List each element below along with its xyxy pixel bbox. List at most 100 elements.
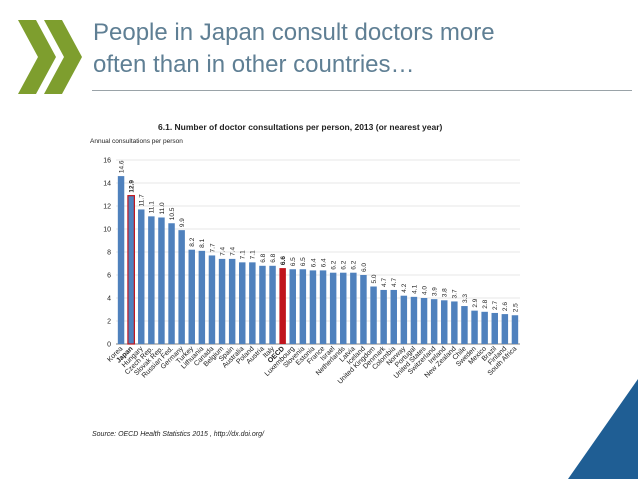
y-axis-label: Annual consultations per person bbox=[90, 138, 183, 145]
y-tick-labels: 0 2 4 6 8 10 12 14 16 bbox=[103, 158, 111, 349]
y-tick-label: 16 bbox=[103, 158, 111, 165]
bar-france bbox=[319, 270, 327, 344]
bar-italy bbox=[269, 265, 276, 344]
bar-new-zealand bbox=[451, 301, 458, 344]
value-label: 11.1 bbox=[149, 201, 156, 214]
value-label: 3.8 bbox=[442, 288, 449, 297]
bar-ireland bbox=[441, 300, 448, 344]
value-label: 7.7 bbox=[209, 243, 216, 252]
bar-australia bbox=[239, 262, 246, 344]
bar-norway bbox=[400, 295, 408, 344]
value-label: 7.1 bbox=[250, 250, 257, 259]
chart-source: Source: OECD Health Statistics 2015 , ht… bbox=[92, 431, 265, 438]
bar-russian-fed bbox=[168, 223, 175, 344]
value-label: 2.9 bbox=[472, 298, 479, 307]
bar-oecd bbox=[279, 268, 286, 344]
bar-latvia bbox=[350, 272, 357, 344]
value-label: 4.2 bbox=[401, 283, 408, 292]
value-label: 6.4 bbox=[310, 258, 317, 267]
value-label: 10.5 bbox=[169, 207, 176, 220]
bar-finland bbox=[501, 314, 509, 344]
value-label: 8.1 bbox=[199, 238, 206, 247]
bar-turkey bbox=[188, 249, 195, 344]
bar-estonia bbox=[309, 270, 317, 344]
value-labels: 14.612.911.711.1 11.0 10.59.98.2 8.17.7 7.4 7… bbox=[118, 160, 519, 312]
y-tick-label: 8 bbox=[107, 250, 111, 257]
bar-germany bbox=[178, 230, 185, 344]
value-label: 7.4 bbox=[219, 246, 226, 255]
value-label: 6.4 bbox=[320, 258, 327, 267]
bars bbox=[117, 176, 519, 345]
value-label: 6.2 bbox=[330, 260, 337, 269]
bar-denmark bbox=[380, 289, 387, 344]
bar-israel bbox=[329, 272, 337, 344]
value-label: 6.8 bbox=[270, 253, 277, 262]
bar-canada bbox=[208, 255, 216, 344]
bar-mexico bbox=[481, 311, 488, 344]
bar-slovenia bbox=[299, 269, 307, 344]
value-label: 14.6 bbox=[118, 160, 125, 173]
bar-brazil bbox=[491, 312, 498, 344]
bar-hungary bbox=[138, 209, 145, 344]
value-label: 6.2 bbox=[351, 260, 358, 269]
y-tick-label: 14 bbox=[103, 181, 111, 188]
oecd-chevrons-icon bbox=[18, 20, 82, 94]
slide-title: People in Japan consult doctors more oft… bbox=[93, 17, 613, 81]
value-label: 3.9 bbox=[431, 287, 438, 296]
value-label: 6.6 bbox=[280, 256, 287, 265]
bar-luxembourg bbox=[289, 269, 296, 344]
bar-slovak-rep bbox=[158, 217, 165, 344]
y-tick-label: 2 bbox=[107, 319, 111, 326]
value-label: 4.1 bbox=[411, 284, 418, 293]
bar-korea bbox=[117, 176, 125, 344]
bar-iceland bbox=[360, 275, 367, 344]
gridlines bbox=[116, 159, 520, 345]
slide-title-line1: People in Japan consult doctors more bbox=[93, 19, 495, 46]
title-divider bbox=[92, 90, 632, 91]
value-label: 6.5 bbox=[300, 257, 307, 266]
value-label: 9.9 bbox=[179, 218, 186, 227]
value-label: 7.1 bbox=[240, 250, 247, 259]
value-label: 6.2 bbox=[341, 260, 348, 269]
doctor-consultations-chart: 6.1. Number of doctor consultations per … bbox=[90, 122, 520, 438]
value-label: 12.9 bbox=[128, 180, 135, 193]
bar-united-kingdom bbox=[370, 286, 377, 344]
value-label: 5.0 bbox=[371, 274, 378, 283]
bar-south-africa bbox=[511, 315, 519, 344]
bar-switzerland bbox=[430, 299, 438, 344]
value-label: 2.7 bbox=[492, 301, 499, 310]
y-tick-label: 4 bbox=[107, 296, 111, 303]
chart-title: 6.1. Number of doctor consultations per … bbox=[158, 122, 443, 132]
bar-portugal bbox=[410, 296, 418, 344]
value-label: 11.7 bbox=[139, 194, 146, 207]
value-label: 3.7 bbox=[452, 289, 459, 298]
value-label: 8.2 bbox=[189, 237, 196, 246]
value-label: 6.8 bbox=[260, 253, 267, 262]
y-tick-label: 0 bbox=[107, 342, 111, 349]
y-tick-label: 6 bbox=[107, 273, 111, 280]
value-label: 2.8 bbox=[482, 299, 489, 308]
value-label: 6.5 bbox=[290, 257, 297, 266]
y-tick-label: 12 bbox=[103, 204, 111, 211]
bar-czech-rep bbox=[148, 216, 155, 344]
value-label: 2.6 bbox=[502, 302, 509, 311]
bar-colombia bbox=[390, 289, 397, 344]
value-label: 7.4 bbox=[229, 246, 236, 255]
bar-united-states bbox=[420, 298, 428, 344]
value-label: 4.0 bbox=[421, 286, 428, 295]
slide-title-line2: often than in other countries… bbox=[93, 51, 415, 78]
value-label: 4.7 bbox=[381, 278, 388, 287]
value-label: 11.0 bbox=[159, 202, 166, 215]
bar-spain bbox=[228, 258, 236, 344]
value-label: 2.5 bbox=[512, 303, 519, 312]
bar-netherlands bbox=[340, 272, 347, 344]
y-tick-label: 10 bbox=[103, 227, 111, 234]
value-label: 4.7 bbox=[391, 278, 398, 287]
bar-austria bbox=[259, 265, 266, 344]
bar-japan bbox=[127, 195, 135, 345]
value-label: 6.0 bbox=[361, 263, 368, 272]
bar-sweden bbox=[471, 310, 478, 344]
bar-chile bbox=[461, 306, 468, 344]
bar-poland bbox=[249, 262, 256, 344]
